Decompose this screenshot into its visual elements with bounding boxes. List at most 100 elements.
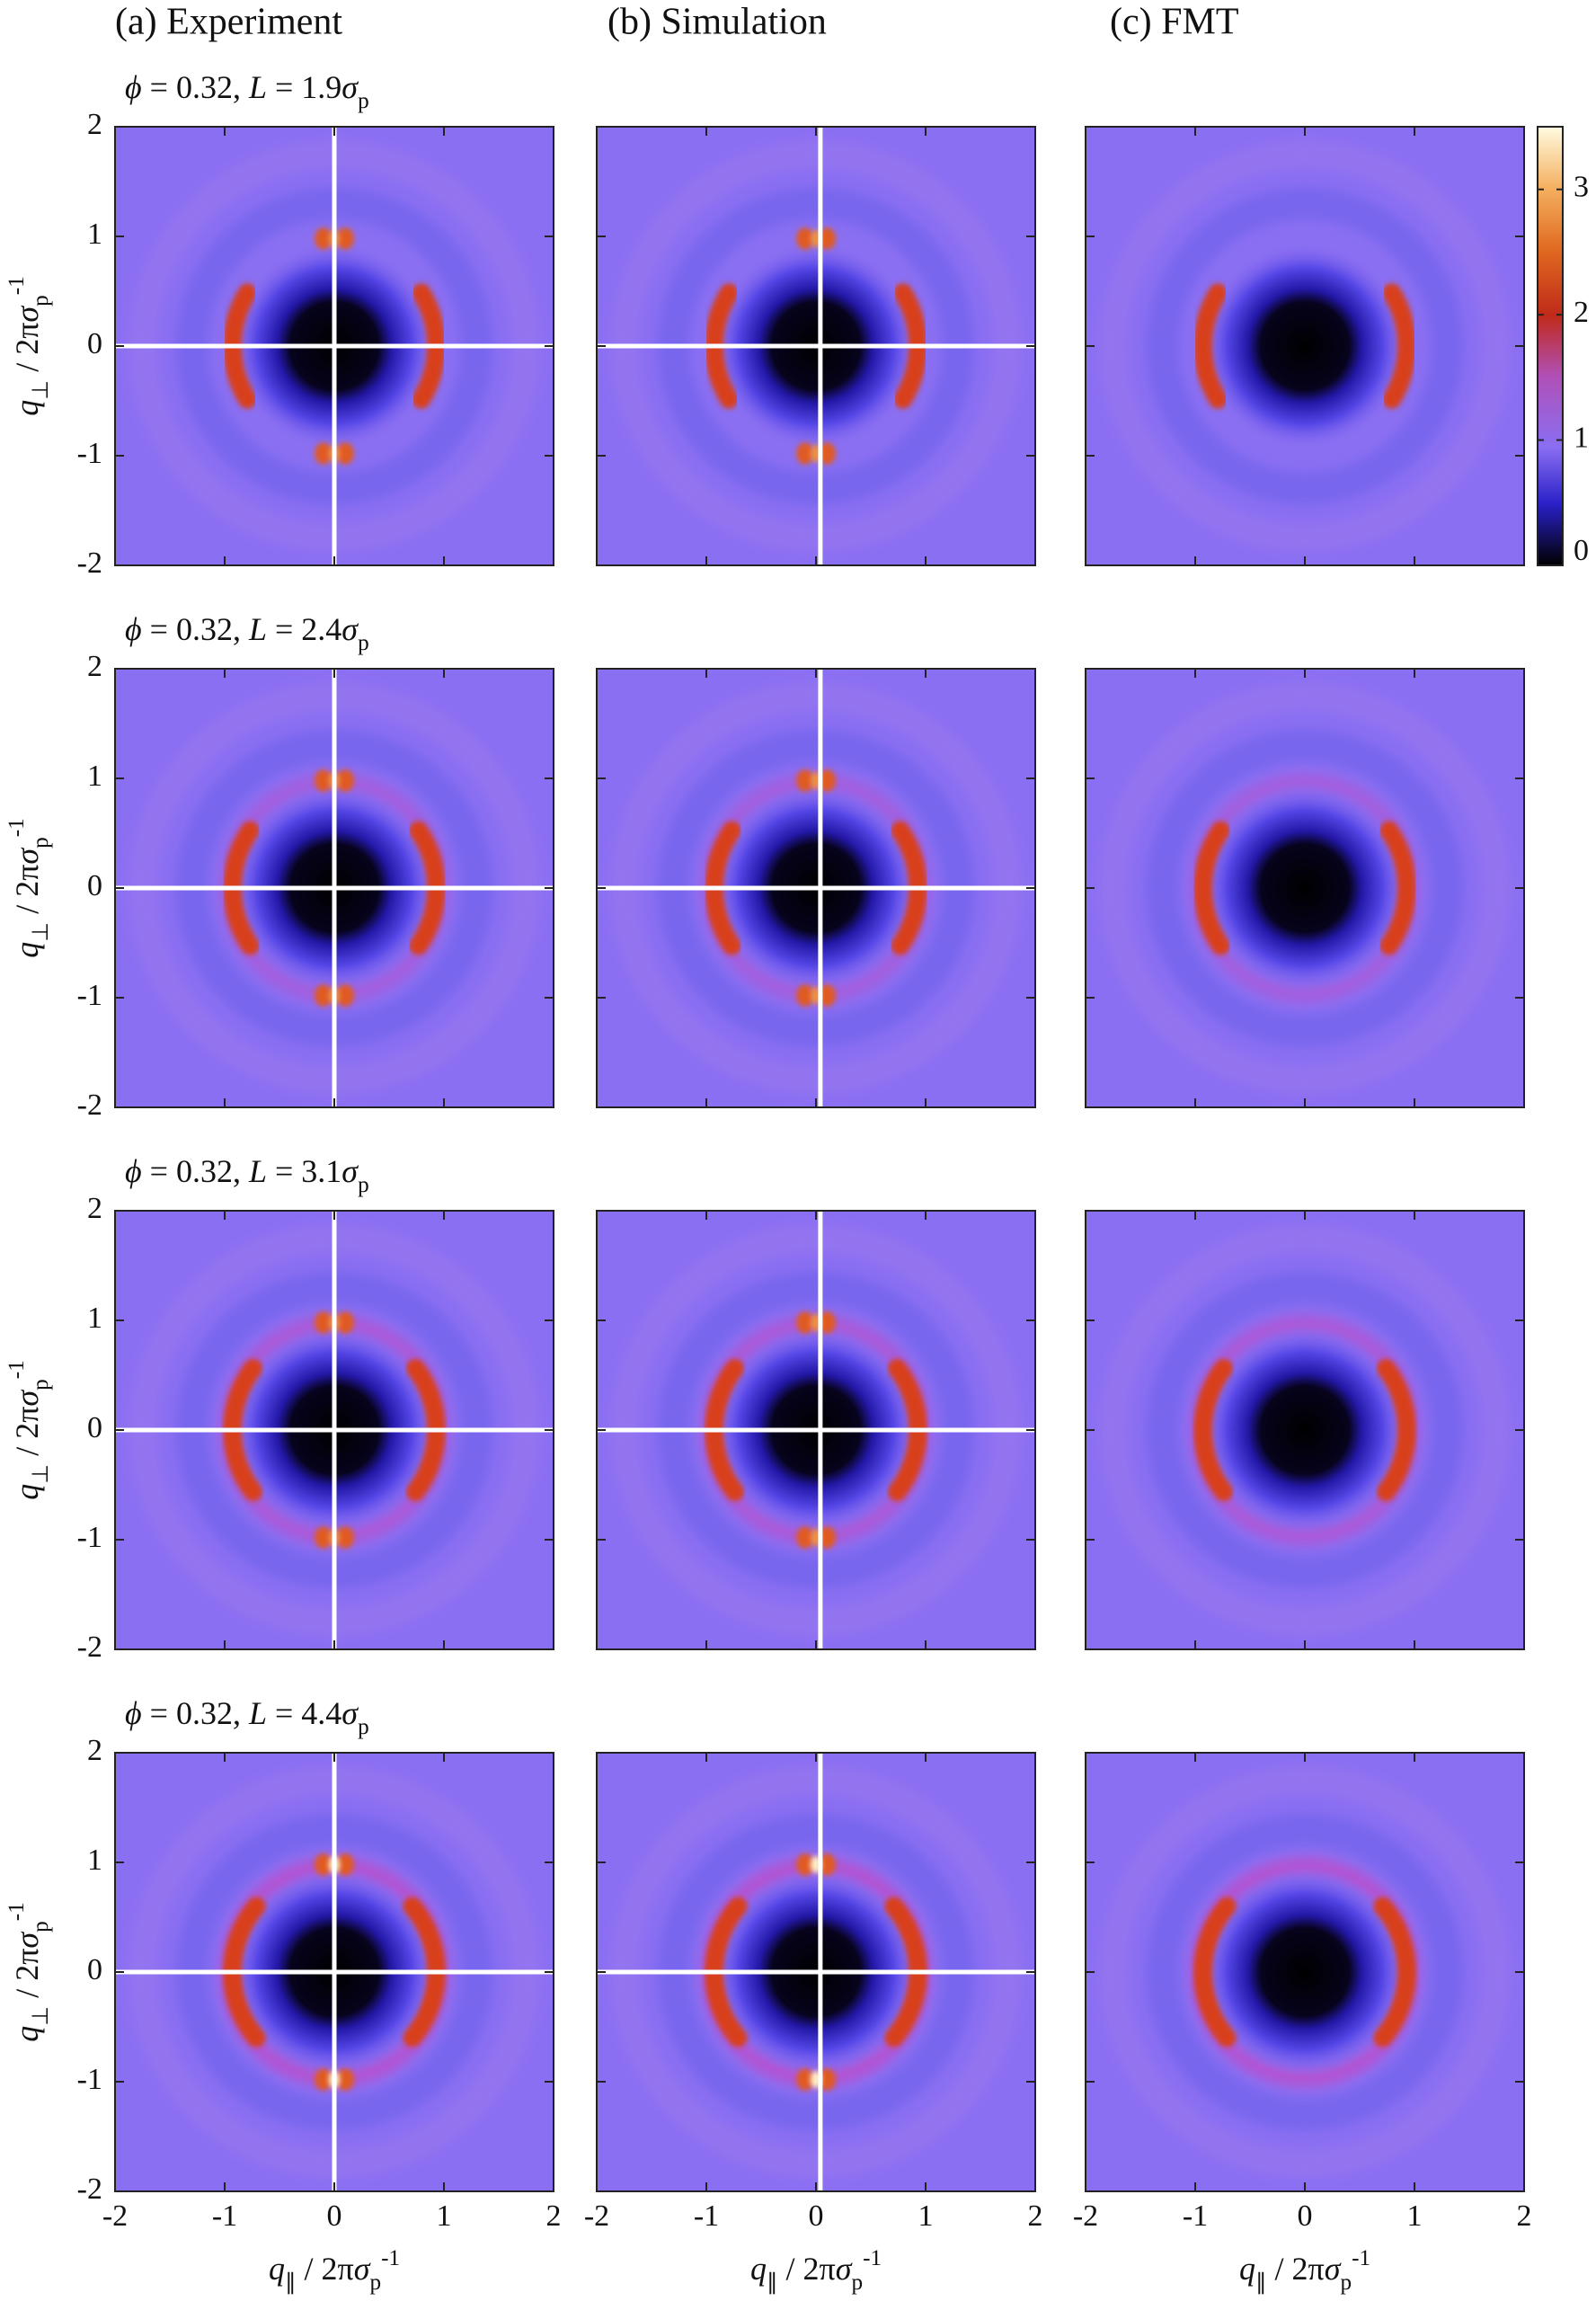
- spot: [315, 984, 332, 1007]
- text-part: L: [248, 1695, 267, 1731]
- x-tick-label: 0: [327, 2199, 342, 2233]
- heatmap-image: [115, 1753, 554, 2191]
- spot: [315, 1853, 332, 1876]
- y-tick-label: 2: [87, 650, 102, 683]
- x-tick-label: -2: [1073, 2199, 1098, 2233]
- colorbar-tick-label: 3: [1574, 171, 1589, 204]
- spot: [336, 984, 354, 1007]
- core: [1201, 1326, 1409, 1534]
- text-part: q: [9, 2026, 45, 2042]
- text-part: / 2π: [9, 1949, 45, 2006]
- text-part: p: [369, 2270, 381, 2295]
- text-part: ⊥: [29, 1464, 53, 1484]
- text-part: / 2π: [9, 323, 45, 380]
- heatmap-image: [597, 669, 1035, 1107]
- y-tick-label: 0: [87, 1411, 102, 1444]
- x-tick-label: -1: [212, 2199, 237, 2233]
- x-tick-label: -2: [102, 2199, 128, 2233]
- x-axis-label: q∥ / 2πσp-1: [269, 2246, 400, 2295]
- red-arc: [1193, 1897, 1237, 2048]
- x-tick-label: -2: [584, 2199, 609, 2233]
- y-tick-label: 0: [87, 869, 102, 902]
- red-arc: [1379, 821, 1416, 955]
- spot: [315, 1311, 332, 1334]
- spot: [315, 2068, 332, 2091]
- heatmap-panel: [114, 126, 554, 566]
- spot: [336, 769, 354, 792]
- spot: [796, 1311, 814, 1334]
- text-part: σ: [9, 1932, 45, 1949]
- outer-ring: [1099, 1766, 1511, 2178]
- heatmap-image: [115, 127, 554, 565]
- text-part: = 0.32,: [142, 1695, 249, 1731]
- heatmap-panel: [596, 1752, 1036, 2192]
- y-tick-label: 2: [87, 1734, 102, 1767]
- text-part: σ: [354, 2251, 371, 2287]
- x-tick-label: 1: [918, 2199, 934, 2233]
- text-part: = 2.4: [267, 611, 341, 647]
- blue-ring: [1146, 1813, 1464, 2131]
- text-part: ϕ: [125, 69, 142, 105]
- text-part: σ: [9, 848, 45, 865]
- y-tick-label: -2: [77, 2172, 102, 2206]
- heatmap-panel: [1085, 1752, 1525, 2192]
- spot: [796, 227, 814, 250]
- text-part: -1: [1352, 2246, 1370, 2270]
- y-tick-label: -2: [77, 546, 102, 580]
- blue-ring: [1146, 187, 1464, 505]
- core: [1201, 1868, 1409, 2076]
- heatmap-image: [597, 1753, 1035, 2191]
- text-part: q: [9, 1484, 45, 1500]
- row-label: ϕ = 0.32, L = 1.9σp: [125, 69, 369, 113]
- text-part: -1: [4, 1360, 29, 1379]
- text-part: = 0.32,: [142, 1153, 249, 1189]
- text-part: ∥: [1255, 2270, 1267, 2295]
- text-part: / 2π: [1267, 2251, 1325, 2287]
- heatmap-panel: [1085, 126, 1525, 566]
- spot: [336, 1311, 354, 1334]
- text-part: σ: [1325, 2251, 1342, 2287]
- red-arc: [1193, 1358, 1234, 1502]
- heatmap-image: [115, 669, 554, 1107]
- heatmap-image: [597, 127, 1035, 565]
- text-part: = 4.4: [267, 1695, 341, 1731]
- spot: [315, 1526, 332, 1549]
- text-part: -1: [4, 818, 29, 837]
- text-part: -1: [4, 276, 29, 295]
- text-part: ϕ: [125, 611, 142, 647]
- y-tick-label: -1: [77, 1521, 102, 1554]
- colorbar-tick-label: 0: [1574, 534, 1589, 567]
- red-arc: [1382, 283, 1416, 409]
- row-label: ϕ = 0.32, L = 3.1σp: [125, 1153, 369, 1197]
- text-part: = 0.32,: [142, 69, 249, 105]
- text-part: L: [248, 1153, 267, 1189]
- x-axis-label: q∥ / 2πσp-1: [750, 2246, 882, 2295]
- text-part: ∥: [767, 2270, 778, 2295]
- heatmap-image: [1086, 1211, 1524, 1649]
- spot: [796, 984, 814, 1007]
- heatmap-image: [1086, 669, 1524, 1107]
- spot: [336, 1853, 354, 1876]
- core: [1201, 784, 1409, 992]
- x-tick-label: 2: [546, 2199, 562, 2233]
- heatmap-panel: [1085, 668, 1525, 1108]
- y-tick-label: -2: [77, 1630, 102, 1664]
- text-part: σ: [341, 1695, 359, 1731]
- red-arc: [1373, 1897, 1416, 2048]
- outer-ring: [1099, 1224, 1511, 1636]
- heatmap-image: [1086, 1753, 1524, 2191]
- text-part: σ: [341, 611, 359, 647]
- x-tick-label: 1: [437, 2199, 452, 2233]
- x-tick-label: -1: [694, 2199, 719, 2233]
- text-part: ∥: [285, 2270, 297, 2295]
- text-part: L: [248, 611, 267, 647]
- outer-ring: [1099, 682, 1511, 1094]
- y-axis-label: q⊥ / 2πσp-1: [4, 1360, 53, 1499]
- outer-ring: [1099, 140, 1511, 552]
- text-part: q: [750, 2251, 767, 2287]
- column-title: (b) Simulation: [607, 2, 827, 43]
- text-part: / 2π: [9, 865, 45, 922]
- y-axis-label: q⊥ / 2πσp-1: [4, 818, 53, 957]
- text-part: ⊥: [29, 922, 53, 942]
- spot: [796, 2068, 814, 2091]
